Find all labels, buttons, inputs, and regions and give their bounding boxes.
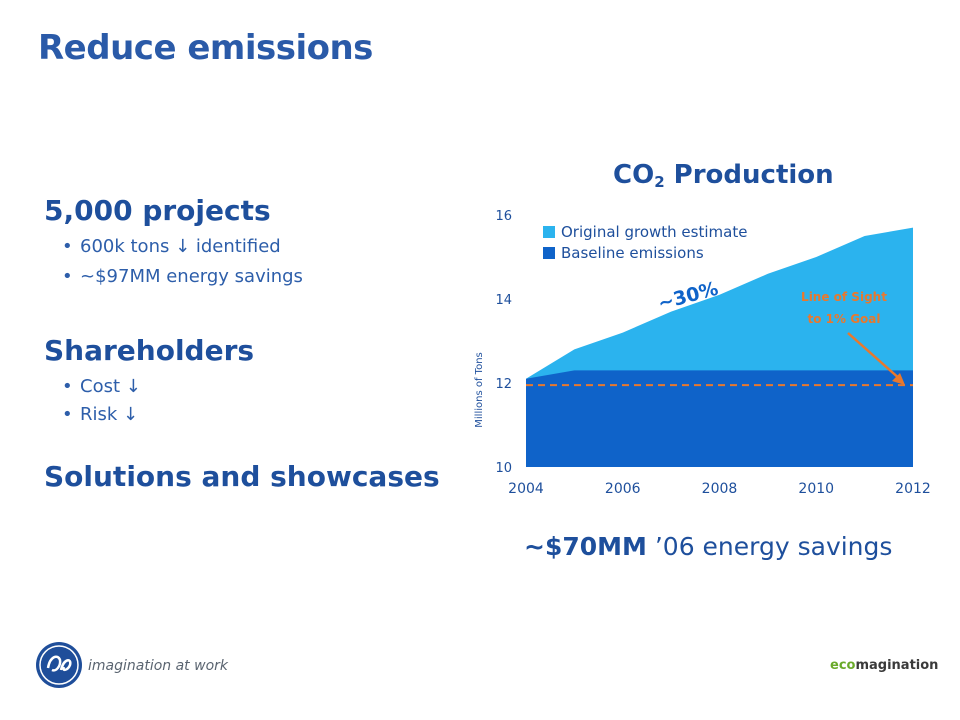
goal-annotation-arrowhead (892, 373, 905, 385)
bullet-tons: • 600k tons ↓ identified (62, 236, 281, 257)
brand-rest: magination (855, 658, 939, 673)
bullet-risk: • Risk ↓ (62, 404, 138, 425)
chart-title-sub: 2 (654, 173, 665, 191)
bullet-energy: • ~$97MM energy savings (62, 266, 303, 287)
legend-swatch (543, 226, 555, 238)
y-tick-label: 14 (495, 293, 512, 308)
bullet-cost: • Cost ↓ (62, 376, 141, 397)
slide-title: Reduce emissions (38, 28, 373, 68)
heading-shareholders: Shareholders (44, 334, 255, 367)
goal-annotation-line1: Line of Sight (801, 290, 887, 304)
bullet-cost-text: Cost ↓ (80, 376, 141, 397)
goal-annotation-arrow (847, 332, 902, 381)
x-tick-label: 2004 (508, 481, 544, 497)
heading-projects: 5,000 projects (44, 194, 271, 227)
legend-swatch (543, 247, 555, 259)
ge-logo-icon (36, 642, 82, 688)
y-axis-label: Millions of Tons (474, 352, 485, 427)
y-tick-label: 16 (495, 209, 512, 224)
co2-chart: 10 12 14 16 2004 2006 2008 2010 2012 Original gr… (474, 209, 931, 497)
chart-legend: Original growth estimate Baseline emissio… (543, 223, 747, 262)
chart-areas (526, 227, 913, 467)
savings-statement: ~$70MM ’06 energy savings (524, 532, 892, 561)
x-tick-label: 2012 (895, 481, 931, 497)
bullet-risk-text: Risk ↓ (80, 404, 139, 425)
x-tick-label: 2010 (798, 481, 834, 497)
legend-label: Baseline emissions (561, 244, 704, 262)
brand-eco: eco (830, 658, 856, 673)
bullet-dot: • (62, 404, 73, 425)
savings-text: ’06 energy savings (646, 532, 893, 561)
legend-label: Original growth estimate (561, 223, 747, 241)
bullet-dot: • (62, 266, 73, 287)
x-tick-label: 2008 (702, 481, 738, 497)
series-area-1 (526, 370, 913, 467)
y-tick-label: 12 (495, 377, 512, 392)
footer-tagline: imagination at work (88, 658, 228, 674)
goal-annotation-line2: to 1% Goal (807, 312, 880, 326)
bullet-dot: • (62, 376, 73, 397)
ecomagination-logo: ecomagination (830, 658, 938, 673)
y-tick-label: 10 (495, 461, 512, 476)
chart-title-main: CO (613, 160, 655, 190)
chart-title: CO2 Production (613, 160, 834, 191)
chart-axes: 10 12 14 16 2004 2006 2008 2010 2012 (495, 209, 930, 497)
bullet-tons-text: 600k tons ↓ identified (80, 236, 281, 257)
heading-solutions: Solutions and showcases (44, 460, 440, 493)
x-tick-label: 2006 (605, 481, 641, 497)
bullet-dot: • (62, 236, 73, 257)
chart-title-rest: Production (664, 160, 834, 190)
savings-amount: ~$70MM (524, 532, 647, 561)
bullet-energy-text: ~$97MM energy savings (80, 266, 303, 287)
